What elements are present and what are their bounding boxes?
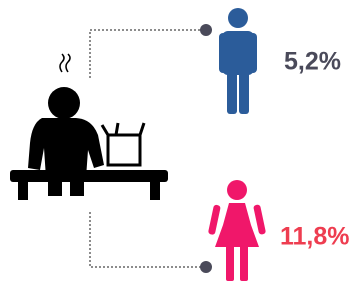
sad-person-icon — [10, 54, 168, 200]
connector-dot — [200, 24, 212, 36]
connector-top — [90, 30, 204, 78]
male-percentage: 5,2% — [284, 48, 341, 76]
connector-dot — [200, 261, 212, 273]
connector-bottom — [90, 212, 204, 267]
female-icon — [208, 180, 266, 281]
male-icon — [219, 8, 257, 114]
female-percentage: 11,8% — [280, 223, 350, 251]
infographic: 5,2% 11,8% — [0, 0, 354, 284]
